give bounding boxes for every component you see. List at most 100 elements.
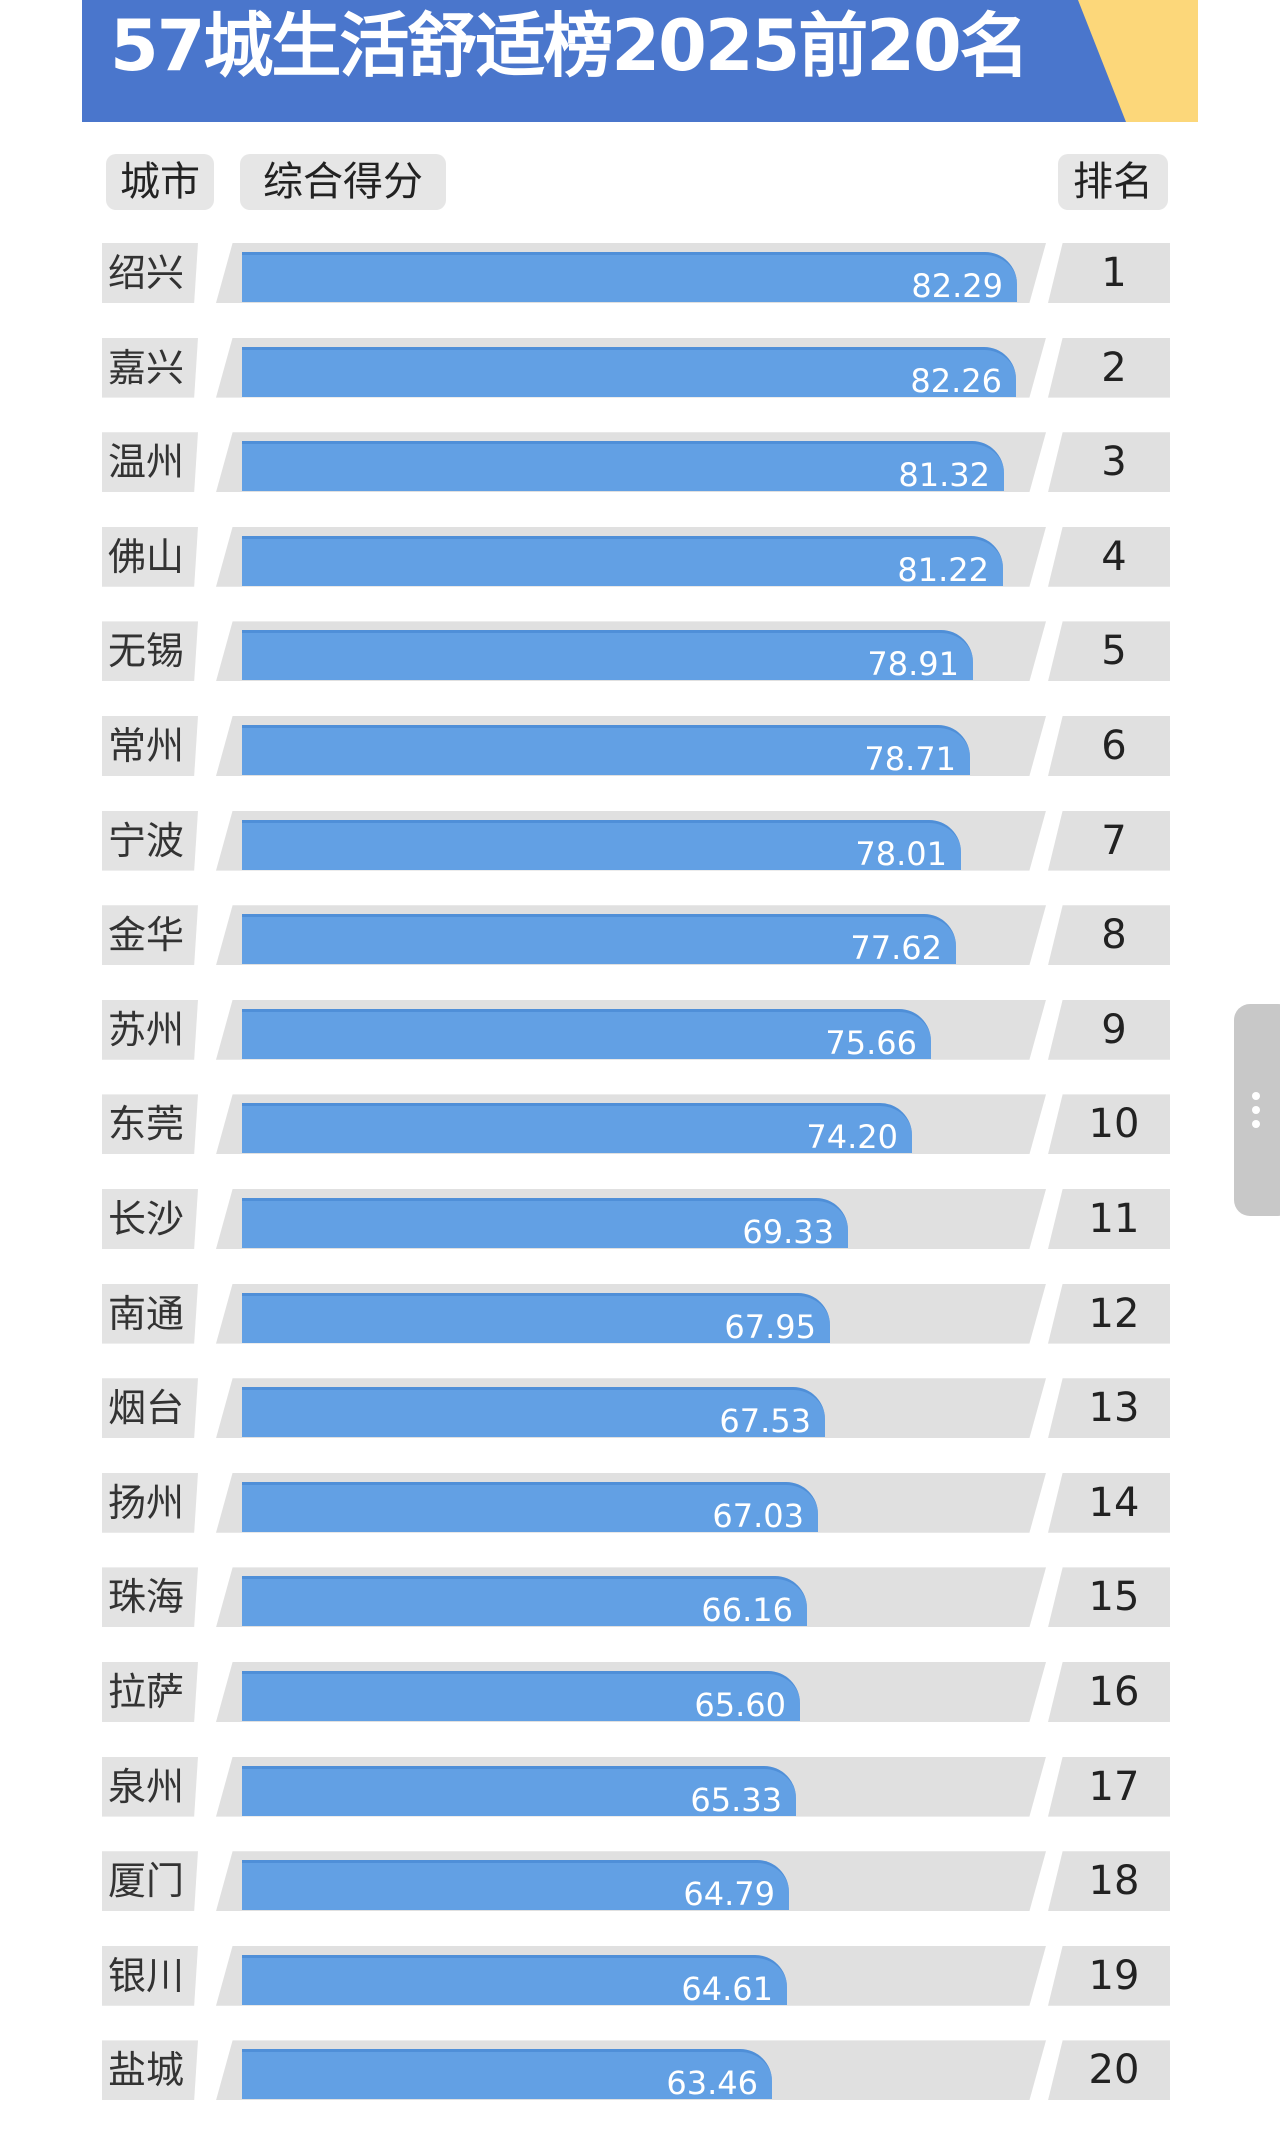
city-label: 珠海 (102, 1567, 198, 1628)
table-row: 厦门 64.79 18 (0, 1851, 1280, 1913)
score-bar: 64.61 (242, 1954, 787, 2008)
score-value: 81.22 (897, 550, 989, 589)
score-value: 64.79 (683, 1875, 775, 1914)
rank-number: 7 (1048, 810, 1170, 871)
city-label: 扬州 (102, 1472, 198, 1533)
score-value: 67.53 (719, 1402, 811, 1441)
table-row: 南通 67.95 12 (0, 1283, 1280, 1346)
rank-number: 4 (1048, 526, 1170, 587)
side-drawer-handle[interactable] (1234, 1004, 1280, 1216)
city-label: 拉萨 (102, 1662, 198, 1722)
rank-number: 14 (1048, 1472, 1170, 1533)
city-label: 温州 (102, 432, 198, 493)
score-bar: 67.53 (242, 1387, 825, 1440)
score-value: 67.03 (712, 1496, 804, 1535)
title-accent-stripe (1078, 0, 1198, 122)
table-row: 扬州 67.03 14 (0, 1472, 1280, 1535)
score-bar: 64.79 (242, 1860, 789, 1913)
score-bar: 67.03 (242, 1481, 818, 1535)
rank-number: 10 (1048, 1094, 1170, 1155)
city-label: 长沙 (102, 1189, 198, 1249)
header-score: 综合得分 (240, 154, 446, 210)
score-bar: 75.66 (242, 1008, 931, 1062)
table-row: 拉萨 65.60 16 (0, 1662, 1280, 1724)
score-bar: 63.46 (242, 2049, 772, 2102)
table-row: 泉州 65.33 17 (0, 1756, 1280, 1819)
rank-number: 2 (1048, 337, 1170, 398)
rank-number: 8 (1048, 905, 1170, 966)
city-label: 东莞 (102, 1094, 198, 1155)
score-bar: 81.32 (242, 441, 1004, 494)
score-value: 78.71 (864, 740, 956, 778)
score-value: 75.66 (825, 1023, 917, 1062)
score-bar: 65.33 (242, 1765, 796, 1819)
city-label: 金华 (102, 905, 198, 966)
table-row: 东莞 74.20 10 (0, 1094, 1280, 1156)
score-value: 78.01 (855, 834, 947, 873)
score-bar: 65.60 (242, 1671, 800, 1724)
rank-number: 19 (1048, 1945, 1170, 2006)
table-row: 常州 78.71 6 (0, 716, 1280, 778)
score-bar: 74.20 (242, 1103, 912, 1156)
header-rank: 排名 (1058, 154, 1168, 210)
chart-title: 57城生活舒适榜2025前20名 (110, 5, 1030, 87)
rank-number: 20 (1048, 2040, 1170, 2101)
city-label: 厦门 (102, 1851, 198, 1912)
table-row: 无锡 78.91 5 (0, 621, 1280, 683)
rank-number: 11 (1048, 1189, 1170, 1249)
chart-title-banner: 57城生活舒适榜2025前20名 (82, 0, 1198, 122)
table-row: 盐城 63.46 20 (0, 2040, 1280, 2102)
city-label: 宁波 (102, 810, 198, 871)
city-label: 银川 (102, 1945, 198, 2006)
city-label: 泉州 (102, 1756, 198, 1817)
score-bar: 82.29 (242, 252, 1017, 305)
score-value: 69.33 (742, 1213, 834, 1251)
score-value: 67.95 (724, 1307, 816, 1346)
score-value: 78.91 (867, 645, 959, 684)
rank-number: 6 (1048, 716, 1170, 776)
table-row: 烟台 67.53 13 (0, 1378, 1280, 1440)
more-dots-icon (1252, 1092, 1260, 1134)
rank-number: 15 (1048, 1567, 1170, 1628)
table-row: 金华 77.62 8 (0, 905, 1280, 968)
rank-number: 16 (1048, 1662, 1170, 1722)
table-row: 长沙 69.33 11 (0, 1189, 1280, 1251)
city-label: 嘉兴 (102, 337, 198, 398)
score-bar: 78.01 (242, 819, 961, 873)
rank-number: 5 (1048, 621, 1170, 682)
table-row: 嘉兴 82.26 2 (0, 337, 1280, 400)
score-value: 63.46 (666, 2064, 758, 2103)
table-row: 珠海 66.16 15 (0, 1567, 1280, 1629)
rank-number: 3 (1048, 432, 1170, 493)
city-label: 烟台 (102, 1378, 198, 1439)
city-label: 苏州 (102, 999, 198, 1060)
city-label: 南通 (102, 1283, 198, 1344)
score-value: 65.60 (694, 1686, 786, 1724)
score-bar: 69.33 (242, 1198, 848, 1251)
city-label: 佛山 (102, 526, 198, 587)
score-bar: 67.95 (242, 1292, 830, 1346)
city-label: 无锡 (102, 621, 198, 682)
score-value: 64.61 (681, 1969, 773, 2008)
score-bar: 78.91 (242, 630, 973, 683)
rank-number: 9 (1048, 999, 1170, 1060)
rank-number: 18 (1048, 1851, 1170, 1912)
rank-number: 1 (1048, 243, 1170, 303)
city-label: 绍兴 (102, 243, 198, 303)
score-value: 66.16 (701, 1591, 793, 1630)
table-row: 苏州 75.66 9 (0, 999, 1280, 1062)
table-row: 宁波 78.01 7 (0, 810, 1280, 873)
score-bar: 78.71 (242, 725, 970, 778)
table-row: 银川 64.61 19 (0, 1945, 1280, 2008)
rank-number: 17 (1048, 1756, 1170, 1817)
score-bar: 81.22 (242, 535, 1003, 589)
table-row: 佛山 81.22 4 (0, 526, 1280, 589)
city-label: 常州 (102, 716, 198, 776)
score-value: 82.29 (911, 267, 1003, 305)
table-row: 绍兴 82.29 1 (0, 243, 1280, 305)
score-value: 77.62 (850, 929, 942, 968)
table-row: 温州 81.32 3 (0, 432, 1280, 494)
rank-number: 13 (1048, 1378, 1170, 1439)
score-value: 74.20 (806, 1118, 898, 1157)
score-bar: 66.16 (242, 1576, 807, 1629)
